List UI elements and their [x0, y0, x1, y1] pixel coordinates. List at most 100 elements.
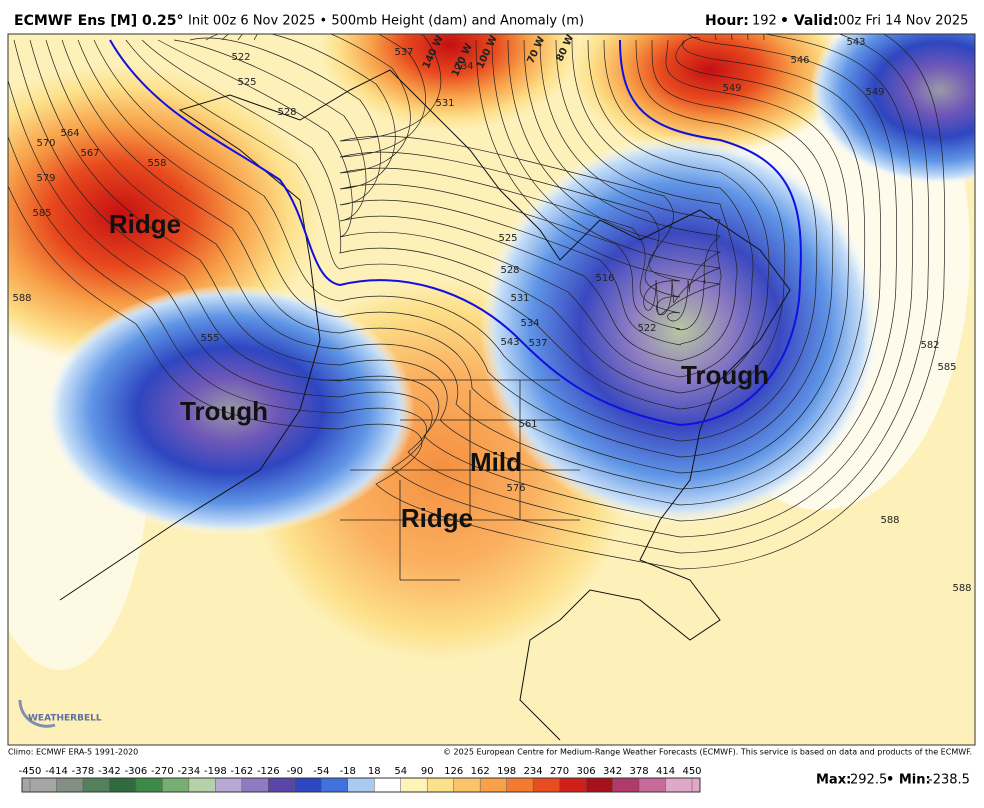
colorbar-swatch	[135, 778, 163, 792]
colorbar-tick-label: 342	[603, 766, 622, 777]
colorbar-frame	[21, 777, 701, 793]
colorbar-swatch	[559, 778, 587, 792]
colorbar-tick-label: 378	[629, 766, 648, 777]
contour-label: 588	[12, 293, 31, 304]
hour-label: Hour:	[705, 13, 749, 29]
colorbar-swatch	[665, 778, 700, 792]
contour-label: 558	[147, 158, 166, 169]
contour-line	[29, 36, 882, 506]
colorbar-swatch	[215, 778, 242, 792]
contour-label: 516	[595, 273, 614, 284]
colorbar-tick-label: -378	[72, 766, 95, 777]
colorbar-swatch	[480, 778, 507, 792]
colorbar-tick-label: 234	[524, 766, 543, 777]
colorbar-swatch	[162, 778, 189, 792]
colorbar-tick-label: -342	[98, 766, 121, 777]
contour-label: 537	[528, 338, 547, 349]
contour-line	[8, 34, 946, 570]
contour-label: 576	[506, 483, 525, 494]
contour-line	[93, 39, 818, 442]
colorbar-swatch	[639, 778, 666, 792]
map: WEATHERBELL Ridge Trough Trough Mild Rid…	[8, 34, 975, 745]
map-frame	[7, 33, 976, 746]
copyright: © 2025 European Centre for Medium-Range …	[443, 748, 972, 757]
contour-line	[205, 34, 721, 331]
contour-label: 582	[920, 340, 939, 351]
contour-label: 570	[36, 138, 55, 149]
colorbar-tick-label: 414	[656, 766, 675, 777]
colorbar-swatch	[321, 778, 348, 792]
contour-label: 546	[790, 55, 809, 66]
colorbar-swatch	[109, 778, 136, 792]
colorbar-tick-label: 306	[577, 766, 596, 777]
colorbar-swatch	[427, 778, 454, 792]
colorbar-swatch	[82, 778, 110, 792]
540-contour	[109, 39, 802, 427]
contour-label: 534	[520, 318, 539, 329]
valid-label: • Valid:	[780, 13, 839, 29]
valid: 00z Fri 14 Nov 2025	[838, 14, 968, 29]
contour-label: 525	[498, 233, 517, 244]
colorbar-swatch	[56, 778, 83, 792]
contour-label: 525	[237, 77, 256, 88]
colorbar-tick-label: 18	[368, 766, 381, 777]
max: 292.5	[850, 773, 887, 788]
colorbar-tick-label: -54	[313, 766, 329, 777]
colorbar-tick-label: 126	[444, 766, 463, 777]
colorbar-swatch	[347, 778, 375, 792]
colorbar-tick-label: 450	[682, 766, 701, 777]
contour-label: 534	[454, 61, 473, 72]
contour-label: 549	[722, 83, 741, 94]
colorbar-swatch	[22, 778, 57, 792]
colorbar-tick-label: 198	[497, 766, 516, 777]
contour-label: 522	[231, 52, 250, 63]
max-label: Max:	[816, 773, 851, 788]
annotation: Ridge	[401, 503, 473, 533]
contour-line	[45, 39, 866, 490]
contour-label: 543	[846, 37, 865, 48]
colorbar-swatch	[453, 778, 481, 792]
hour: 192	[752, 14, 777, 29]
contour-line	[157, 39, 754, 378]
colorbar-tick-label: -126	[257, 766, 280, 777]
contour-line	[173, 39, 738, 362]
contour-label: 579	[36, 173, 55, 184]
contour-label: 564	[60, 128, 79, 139]
anomaly-trough	[810, 34, 975, 185]
annotation: Ridge	[109, 209, 181, 239]
contour-label: 528	[500, 265, 519, 276]
colorbar-tick-label: 162	[471, 766, 490, 777]
contour-line	[125, 39, 786, 410]
colorbar-tick-label: -450	[19, 766, 42, 777]
logo-swirl	[18, 699, 56, 728]
contour-line	[8, 34, 930, 554]
colorbar-swatch	[268, 778, 295, 792]
annotation: Trough	[681, 360, 769, 390]
contour-label: 531	[435, 98, 454, 109]
anomaly-ridge	[320, 34, 580, 130]
colorbar-tick-label: -18	[340, 766, 356, 777]
colorbar-tick-label: -306	[125, 766, 148, 777]
colorbar-tick-label: 270	[550, 766, 569, 777]
contour-label: 531	[510, 293, 529, 304]
contour-label: 549	[865, 87, 884, 98]
contour-line	[141, 39, 770, 394]
height-contours	[8, 34, 946, 570]
annotation: Trough	[180, 396, 268, 426]
colorbar: -450 -414 -378 -342 -306 -270 -234 -198 -162 -126…	[19, 766, 702, 793]
annotation: Mild	[470, 447, 522, 477]
contour-line	[221, 34, 722, 322]
contour-label: 537	[394, 47, 413, 58]
colorbar-tick-label: -162	[230, 766, 253, 777]
colorbar-tick-label: -90	[287, 766, 303, 777]
contour-line	[237, 34, 721, 316]
colorbar-swatch	[533, 778, 560, 792]
contour-label: 528	[277, 107, 296, 118]
colorbar-swatch	[506, 778, 534, 792]
min: -238.5	[928, 773, 970, 788]
climo: Climo: ECMWF ERA-5 1991-2020	[8, 748, 138, 757]
colorbar-swatch	[374, 778, 401, 792]
min-label: • Min:	[886, 773, 931, 788]
